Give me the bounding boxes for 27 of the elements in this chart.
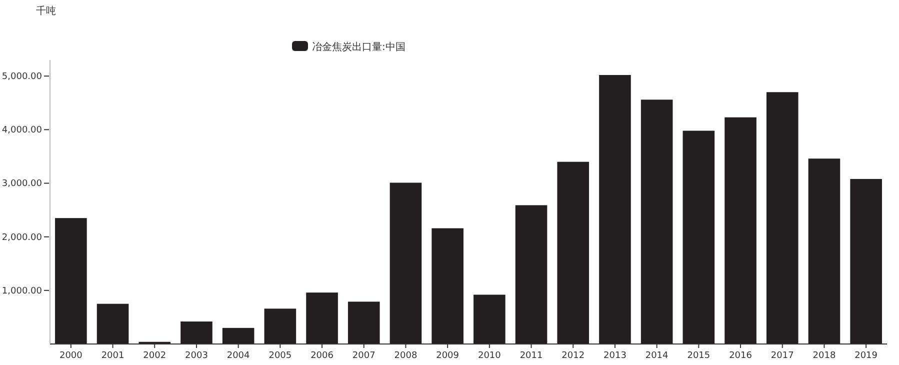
- x-tick-label: 2018: [812, 351, 836, 361]
- x-tick-label: 2013: [604, 351, 626, 361]
- x-tick-label: 2001: [101, 351, 124, 361]
- x-tick-label: 2017: [770, 351, 794, 361]
- x-tick-label: 2002: [143, 351, 166, 361]
- y-axis-title: 千吨: [36, 5, 56, 17]
- y-tick-label: 2,000.00: [2, 232, 42, 243]
- x-tick-label: 2015: [687, 351, 710, 361]
- x-tick-label: 2010: [478, 351, 502, 361]
- x-tick-label: 2003: [185, 351, 208, 361]
- y-tick-label: 3,000.00: [2, 179, 42, 190]
- x-tick-label: 2014: [645, 351, 669, 361]
- y-tick-label: 5,000.00: [2, 72, 42, 82]
- x-tick-label: 2005: [268, 351, 292, 361]
- x-tick-label: 2000: [59, 351, 83, 361]
- x-tick-label: 2008: [394, 351, 418, 361]
- x-tick-label: 2006: [310, 351, 334, 361]
- y-tick-label: 4,000.00: [2, 126, 42, 136]
- x-tick-label: 2011: [520, 351, 543, 361]
- x-tick-label: 2004: [226, 351, 250, 361]
- x-tick-label: 2016: [729, 351, 752, 361]
- legend-label: 冶金焦炭出口量:中国: [312, 41, 406, 53]
- x-tick-label: 2007: [352, 351, 376, 361]
- y-tick-label: 1,000.00: [2, 286, 42, 296]
- x-tick-label: 2009: [436, 351, 460, 361]
- x-tick-label: 2012: [562, 351, 585, 361]
- x-tick-label: 2019: [854, 351, 878, 361]
